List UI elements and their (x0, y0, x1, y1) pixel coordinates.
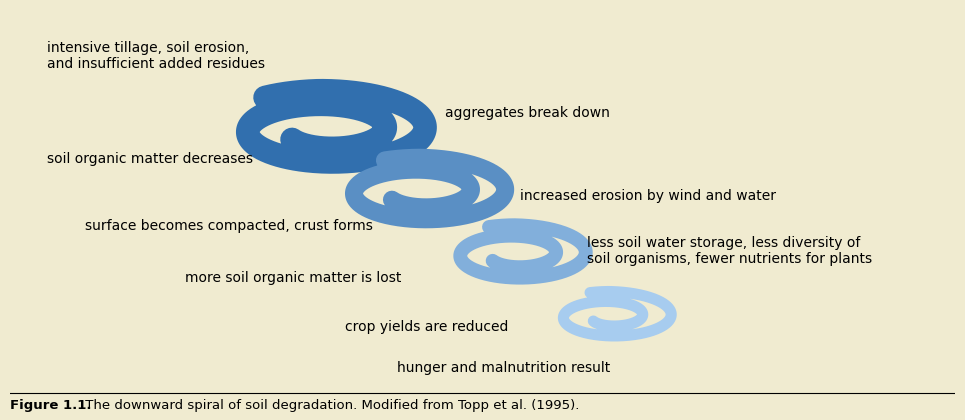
Text: surface becomes compacted, crust forms: surface becomes compacted, crust forms (85, 220, 373, 234)
Text: crop yields are reduced: crop yields are reduced (345, 320, 509, 334)
Text: increased erosion by wind and water: increased erosion by wind and water (520, 189, 776, 202)
Text: The downward spiral of soil degradation. Modified from Topp et al. (1995).: The downward spiral of soil degradation.… (80, 399, 579, 412)
Text: intensive tillage, soil erosion,
and insufficient added residues: intensive tillage, soil erosion, and ins… (47, 41, 265, 71)
Text: soil organic matter decreases: soil organic matter decreases (47, 152, 254, 165)
Text: more soil organic matter is lost: more soil organic matter is lost (184, 271, 401, 285)
Text: aggregates break down: aggregates break down (445, 106, 610, 120)
Text: Figure 1.1.: Figure 1.1. (10, 399, 91, 412)
Text: hunger and malnutrition result: hunger and malnutrition result (398, 362, 611, 375)
Text: less soil water storage, less diversity of
soil organisms, fewer nutrients for p: less soil water storage, less diversity … (587, 236, 871, 266)
